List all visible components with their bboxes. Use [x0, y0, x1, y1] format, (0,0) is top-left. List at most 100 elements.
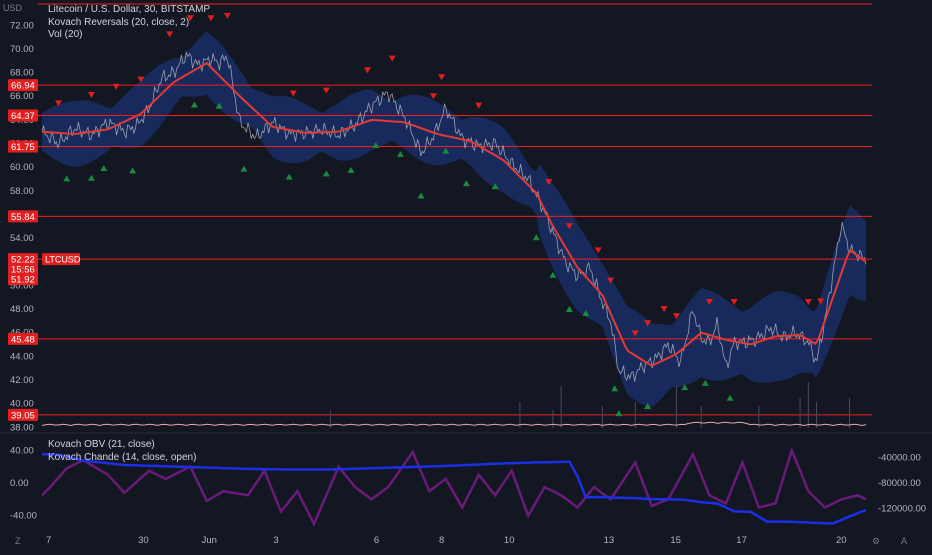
- price-series: [41, 50, 867, 382]
- lower-left-tick: 40.00: [10, 445, 34, 456]
- indicator-kovach-reversals[interactable]: Kovach Reversals (20, close, 2): [48, 16, 190, 28]
- x-tick-label: 13: [604, 535, 615, 546]
- level-tag: [8, 79, 38, 92]
- sell-signal-marker: [644, 320, 652, 327]
- sell-signal-marker: [429, 93, 437, 100]
- y-tick-label: 48.00: [10, 304, 34, 315]
- level-label: 61.75: [11, 142, 35, 153]
- level-tag: [8, 210, 38, 223]
- sell-signal-marker: [545, 179, 553, 186]
- level-tag: [8, 408, 38, 421]
- level-tag: [8, 332, 38, 345]
- buy-signal-marker: [491, 183, 499, 190]
- x-tick-label: 30: [138, 535, 149, 546]
- settings-icon[interactable]: ⚙: [872, 536, 881, 546]
- current-price-tag: [8, 253, 38, 276]
- buy-signal-marker: [549, 271, 557, 278]
- x-tick-label: 15: [670, 535, 681, 546]
- x-tick-label: 3: [273, 535, 278, 546]
- sell-signal-marker: [804, 298, 812, 305]
- buy-signal-marker: [285, 173, 293, 180]
- indicator-volume[interactable]: Vol (20): [48, 29, 83, 40]
- zoom-icon[interactable]: Z: [15, 536, 21, 546]
- sell-signal-marker: [166, 31, 174, 38]
- sell-signal-marker: [289, 90, 297, 97]
- sell-signal-marker: [438, 74, 446, 81]
- sell-signal-marker: [186, 15, 194, 22]
- lower-right-tick: -40000.00: [878, 452, 921, 463]
- sell-signal-marker: [730, 298, 738, 305]
- sell-signal-marker: [672, 313, 680, 320]
- indicator-kovach-chande[interactable]: Kovach Chande (14, close, open): [48, 451, 197, 463]
- sell-signal-marker: [112, 83, 120, 90]
- sell-signal-marker: [565, 223, 573, 230]
- x-tick-label: 20: [836, 535, 847, 546]
- buy-signal-marker: [347, 166, 355, 173]
- ma-value-tag: [8, 273, 38, 286]
- x-tick-label: 8: [439, 535, 444, 546]
- sell-signal-marker: [223, 12, 231, 19]
- sell-signal-marker: [475, 102, 483, 109]
- x-tick-label: Jun: [202, 535, 217, 546]
- level-tag: [8, 140, 38, 153]
- y-tick-label: 68.00: [10, 68, 34, 79]
- symbol-title[interactable]: Litecoin / U.S. Dollar, 30, BITSTAMP: [48, 4, 211, 15]
- buy-signal-marker: [582, 309, 590, 316]
- buy-signal-marker: [611, 385, 619, 392]
- y-tick-label: 42.00: [10, 375, 34, 386]
- sell-signal-marker: [207, 15, 215, 22]
- buy-signal-marker: [63, 175, 71, 182]
- y-tick-label: 50.00: [10, 280, 34, 291]
- buy-signal-marker: [129, 167, 137, 174]
- buy-signal-marker: [462, 180, 470, 187]
- ma-value-label: 51.92: [11, 275, 35, 286]
- y-tick-label: 66.00: [10, 91, 34, 102]
- sell-signal-marker: [388, 55, 396, 62]
- buy-signal-marker: [701, 379, 709, 386]
- lower-left-tick: 0.00: [10, 478, 29, 489]
- legend-lower: Kovach OBV (21, close) Kovach Chande (14…: [48, 439, 196, 464]
- buy-signal-marker: [417, 192, 425, 199]
- y-tick-label: 58.00: [10, 186, 34, 197]
- x-tick-label: 7: [46, 535, 51, 546]
- indicator-kovach-obv[interactable]: Kovach OBV (21, close): [48, 439, 155, 450]
- sell-signal-marker: [817, 298, 825, 305]
- sell-signal-marker: [322, 87, 330, 94]
- current-price-label: 52.22: [11, 255, 35, 266]
- buy-signal-marker: [532, 234, 540, 241]
- auto-scale-icon[interactable]: A: [901, 536, 908, 546]
- x-tick-label: 17: [736, 535, 747, 546]
- buy-signal-marker: [100, 165, 108, 172]
- sell-signal-marker: [660, 306, 668, 313]
- sell-signal-marker: [594, 247, 602, 254]
- buy-signal-marker: [215, 102, 223, 109]
- volatility-band: [42, 31, 866, 408]
- sell-signal-marker: [607, 277, 615, 284]
- sell-signal-marker: [705, 298, 713, 305]
- sell-signal-marker: [54, 100, 62, 107]
- buy-signal-marker: [240, 165, 248, 172]
- axis-unit-label: USD: [3, 3, 23, 13]
- y-tick-label: 40.00: [10, 399, 34, 410]
- volume-ma-line: [41, 421, 867, 427]
- legend-top: Litecoin / U.S. Dollar, 30, BITSTAMP Kov…: [48, 4, 210, 42]
- level-label: 39.05: [11, 410, 35, 421]
- buy-signal-marker: [615, 410, 623, 417]
- level-label: 64.37: [11, 111, 35, 122]
- buy-signal-marker: [322, 170, 330, 177]
- symbol-tag-label: LTCUSD: [45, 255, 81, 265]
- level-label: 55.84: [11, 212, 35, 223]
- kovach-obv-line: [41, 452, 867, 525]
- sell-signal-marker: [631, 330, 639, 337]
- buy-signal-marker: [190, 101, 198, 108]
- y-tick-label: 60.00: [10, 162, 34, 173]
- lower-right-tick: -120000.00: [878, 504, 926, 515]
- countdown-label: 15:56: [11, 265, 35, 276]
- kovach-chande-line: [41, 446, 867, 527]
- level-label: 45.48: [11, 334, 35, 345]
- buy-signal-marker: [644, 402, 652, 409]
- level-label: 66.94: [11, 81, 35, 92]
- buy-signal-marker: [726, 394, 734, 401]
